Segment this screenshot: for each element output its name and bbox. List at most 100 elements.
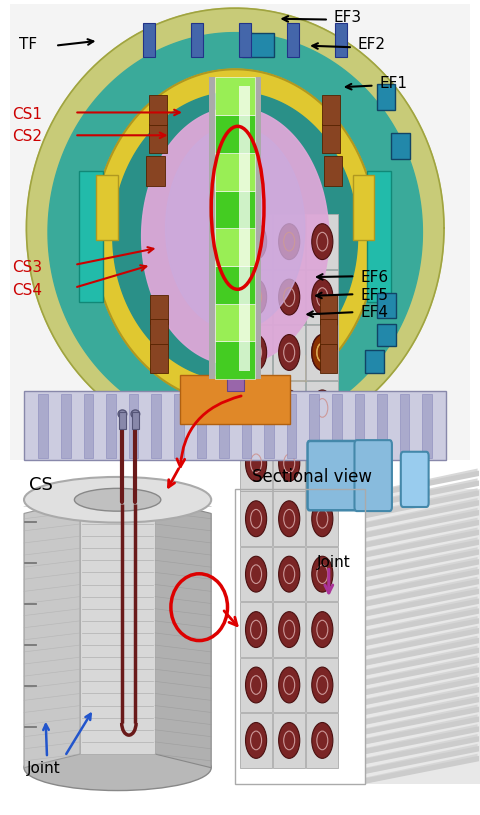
Polygon shape bbox=[142, 108, 329, 365]
Text: EF1: EF1 bbox=[379, 76, 407, 90]
Bar bbox=[191, 23, 203, 57]
Circle shape bbox=[312, 223, 333, 259]
Polygon shape bbox=[362, 645, 478, 676]
Bar bbox=[273, 214, 305, 269]
Bar bbox=[143, 23, 155, 57]
Ellipse shape bbox=[24, 745, 211, 791]
Bar bbox=[322, 124, 340, 153]
Text: Sectional view: Sectional view bbox=[252, 468, 372, 486]
Bar bbox=[146, 156, 165, 186]
Bar bbox=[106, 394, 116, 458]
Bar bbox=[174, 394, 183, 458]
Polygon shape bbox=[364, 628, 479, 656]
Bar bbox=[320, 344, 337, 373]
Bar bbox=[306, 713, 338, 768]
Polygon shape bbox=[364, 559, 479, 588]
Bar bbox=[306, 270, 338, 324]
Polygon shape bbox=[364, 687, 479, 716]
Circle shape bbox=[245, 556, 267, 592]
Circle shape bbox=[278, 667, 300, 703]
Bar bbox=[215, 228, 255, 266]
FancyBboxPatch shape bbox=[401, 452, 429, 507]
Circle shape bbox=[278, 445, 300, 481]
Polygon shape bbox=[362, 518, 478, 548]
Text: CS1: CS1 bbox=[12, 107, 42, 121]
Polygon shape bbox=[362, 675, 478, 705]
Bar bbox=[306, 214, 338, 269]
Polygon shape bbox=[80, 500, 155, 754]
FancyBboxPatch shape bbox=[354, 440, 392, 511]
Bar bbox=[310, 394, 319, 458]
Circle shape bbox=[278, 556, 300, 592]
Bar bbox=[150, 319, 168, 349]
Bar bbox=[320, 295, 337, 324]
Bar bbox=[61, 394, 71, 458]
Text: EF4: EF4 bbox=[360, 306, 388, 320]
Bar bbox=[306, 381, 338, 435]
Bar bbox=[287, 23, 299, 57]
Polygon shape bbox=[48, 33, 422, 432]
Ellipse shape bbox=[118, 410, 127, 418]
Polygon shape bbox=[364, 510, 479, 538]
Text: CS2: CS2 bbox=[12, 130, 42, 144]
Polygon shape bbox=[364, 618, 479, 646]
FancyArrowPatch shape bbox=[177, 396, 241, 467]
FancyBboxPatch shape bbox=[308, 441, 356, 510]
Polygon shape bbox=[364, 716, 479, 745]
Bar bbox=[306, 658, 338, 712]
Polygon shape bbox=[364, 579, 479, 607]
Polygon shape bbox=[364, 707, 479, 735]
Circle shape bbox=[278, 722, 300, 758]
Bar bbox=[79, 171, 103, 302]
Bar bbox=[10, 4, 470, 460]
Polygon shape bbox=[362, 597, 478, 627]
Circle shape bbox=[245, 500, 267, 536]
Circle shape bbox=[245, 611, 267, 647]
Polygon shape bbox=[364, 470, 479, 499]
Bar bbox=[320, 319, 337, 349]
Polygon shape bbox=[364, 697, 479, 725]
Bar bbox=[377, 84, 395, 110]
Text: Joint: Joint bbox=[317, 555, 350, 570]
Bar bbox=[332, 394, 342, 458]
Bar bbox=[377, 324, 396, 346]
Bar bbox=[377, 394, 387, 458]
Polygon shape bbox=[364, 491, 479, 518]
Bar bbox=[240, 436, 272, 491]
Bar bbox=[38, 394, 48, 458]
Bar bbox=[377, 293, 396, 318]
Bar bbox=[235, 489, 365, 784]
Bar bbox=[119, 412, 126, 429]
Bar bbox=[422, 394, 432, 458]
Bar bbox=[264, 394, 274, 458]
Polygon shape bbox=[364, 520, 479, 548]
Polygon shape bbox=[362, 587, 478, 617]
Bar bbox=[149, 124, 167, 153]
Circle shape bbox=[312, 500, 333, 536]
Polygon shape bbox=[364, 658, 479, 685]
Circle shape bbox=[278, 611, 300, 647]
Bar bbox=[240, 214, 272, 269]
Bar bbox=[242, 394, 252, 458]
Polygon shape bbox=[364, 480, 479, 509]
Circle shape bbox=[312, 667, 333, 703]
Polygon shape bbox=[364, 726, 479, 755]
Bar bbox=[273, 713, 305, 768]
Bar bbox=[306, 602, 338, 657]
Polygon shape bbox=[364, 540, 479, 568]
Bar bbox=[132, 412, 139, 429]
Polygon shape bbox=[362, 469, 478, 499]
Bar bbox=[239, 86, 250, 371]
Polygon shape bbox=[362, 694, 478, 725]
Polygon shape bbox=[362, 734, 478, 764]
Bar bbox=[215, 266, 255, 304]
Polygon shape bbox=[364, 677, 479, 705]
Bar bbox=[273, 658, 305, 712]
Polygon shape bbox=[362, 537, 478, 568]
Polygon shape bbox=[362, 606, 478, 637]
Polygon shape bbox=[362, 577, 478, 607]
Bar bbox=[273, 436, 305, 491]
Polygon shape bbox=[362, 626, 478, 656]
Circle shape bbox=[278, 500, 300, 536]
Circle shape bbox=[312, 445, 333, 481]
